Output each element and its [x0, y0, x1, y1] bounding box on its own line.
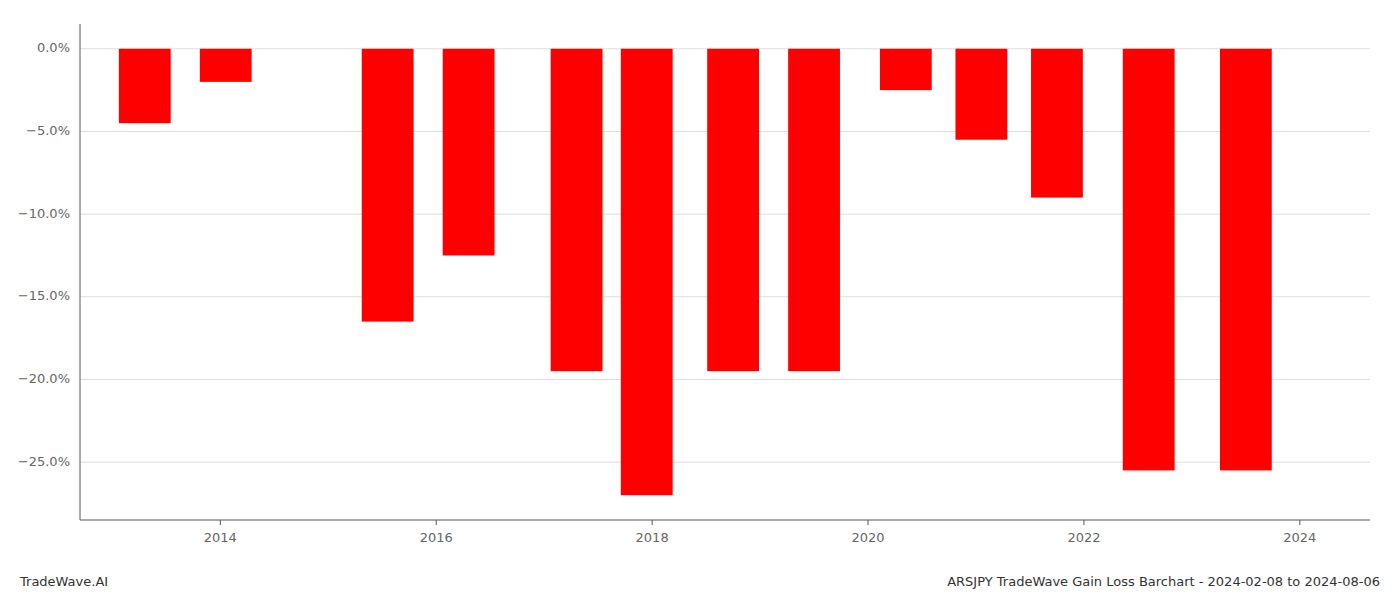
footer: TradeWave.AI ARSJPY TradeWave Gain Loss B…: [19, 574, 1380, 589]
x-tick-label: 2020: [851, 530, 884, 545]
y-tick-labels: 0.0% −5.0% −10.0% −15.0% −20.0% −25.0%: [18, 40, 70, 468]
y-tick-label: −25.0%: [18, 454, 70, 469]
bar: [119, 49, 171, 123]
x-tick-label: 2014: [204, 530, 237, 545]
bar: [362, 49, 414, 322]
x-tick: [220, 520, 221, 525]
bar: [1031, 49, 1083, 198]
bars: [119, 49, 1272, 495]
bar: [955, 49, 1007, 140]
bar: [707, 49, 759, 371]
grid-line: [80, 462, 1370, 463]
x-tick-label: 2016: [420, 530, 453, 545]
footer-text: TradeWave.AI: [19, 574, 108, 589]
bar: [443, 49, 495, 256]
x-tick: [868, 520, 869, 525]
footer-text: ARSJPY TradeWave Gain Loss Barchart - 20…: [947, 574, 1380, 589]
x-tick: [1083, 520, 1084, 525]
x-tick-label: 2018: [636, 530, 669, 545]
y-tick-label: 0.0%: [37, 40, 70, 55]
bar: [551, 49, 603, 371]
chart-svg: 0.0%−5.0%−10.0%−15.0%−20.0%−25.0%2014201…: [0, 0, 1400, 600]
y-tick-label: −20.0%: [18, 371, 70, 386]
bar: [621, 49, 673, 495]
x-tick: [1299, 520, 1300, 525]
x-tick-label: 2024: [1283, 530, 1316, 545]
y-tick-label: −15.0%: [18, 288, 70, 303]
bar: [788, 49, 840, 371]
chart-container: 0.0%−5.0%−10.0%−15.0%−20.0%−25.0%2014201…: [0, 0, 1400, 600]
y-grid: [80, 49, 1370, 462]
grid-line: [80, 379, 1370, 380]
x-tick-label: 2022: [1067, 530, 1100, 545]
y-axis-line: [80, 24, 81, 520]
y-tick-label: −5.0%: [26, 123, 70, 138]
bar: [200, 49, 252, 82]
x-tick: [436, 520, 437, 525]
x-ticks: 2014 2016 2018 2020 2022 2024: [204, 520, 1317, 545]
bar: [1220, 49, 1272, 471]
x-axis-line: [80, 519, 1370, 520]
axes: [80, 24, 1370, 520]
bar: [880, 49, 932, 90]
bar: [1123, 49, 1175, 471]
x-tick: [652, 520, 653, 525]
y-tick-label: −10.0%: [18, 206, 70, 221]
